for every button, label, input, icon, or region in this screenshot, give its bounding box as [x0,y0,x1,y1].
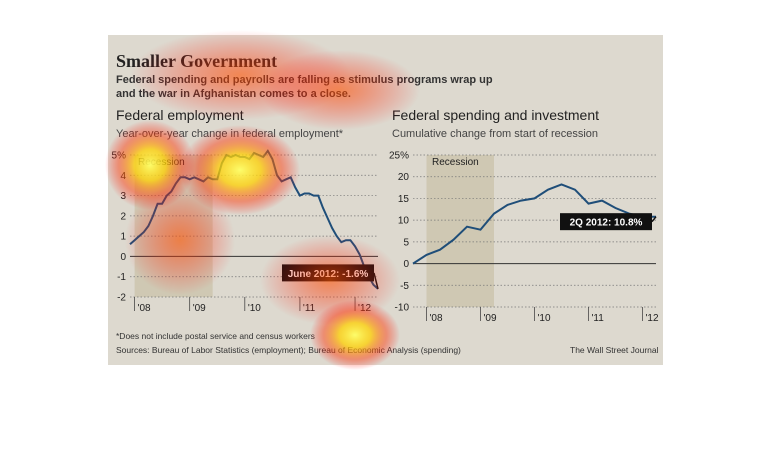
left-ytick-label: 1 [120,232,126,243]
right-ytick-label: -5 [400,281,409,292]
left-ytick-label: 5% [112,151,127,162]
left-xtick-label: '12 [358,303,371,314]
right-chart-subtitle: Cumulative change from start of recessio… [392,128,599,140]
right-ytick-label: -10 [395,303,410,314]
right-ytick-label: 5 [403,237,409,248]
right-ytick-label: 10 [398,216,410,227]
left-recession-label: Recession [138,157,185,168]
sources: Sources: Bureau of Labor Statistics (emp… [116,345,461,355]
chart-panel: Smaller Government Federal spending and … [108,35,663,365]
right-ytick-label: 20 [398,172,410,183]
right-recession-band [426,155,494,307]
left-chart-group: Recession 5% 4 3 2 1 0 -1 -2 '08 '09 '10 '11 '12 June … [112,149,379,314]
credit: The Wall Street Journal [570,345,659,355]
left-ytick-label: 2 [120,211,126,222]
right-xtick-label: '12 [646,313,659,324]
right-xtick-label: '08 [430,313,443,324]
right-xtick-label: '09 [484,313,497,324]
right-ytick-label: 25% [389,151,409,162]
right-chart-group: Recession 25% 20 15 10 5 0 -5 -10 '08 '09 '10 '11 '12… [389,151,659,325]
left-ytick-label: 3 [120,191,126,202]
right-callout-label: 2Q 2012: 10.8% [570,218,643,229]
right-callout-pointer [651,216,657,223]
left-xtick-label: '10 [248,303,261,314]
right-xtick-label: '10 [538,313,551,324]
right-xtick-label: '11 [592,313,605,324]
left-recession-band [134,155,213,297]
right-callout-box [560,213,652,231]
right-ytick-label: 15 [398,194,410,205]
left-chart: Recession5%43210-1-2'08'09'10'11'12June … [112,149,659,325]
left-xtick-label: '11 [303,303,316,314]
left-callout-label: June 2012: -1.6% [288,269,369,280]
right-chart-title: Federal spending and investment [392,107,600,123]
left-ytick-label: -1 [117,272,126,283]
left-xtick-label: '08 [138,303,151,314]
left-ytick-label: -2 [117,293,126,304]
right-series-line [412,183,656,265]
footnote: *Does not include postal service and cen… [116,331,315,341]
right-ytick-label: 0 [403,259,409,270]
right-recession-label: Recession [432,157,479,168]
left-ytick-label: 4 [120,171,126,182]
left-xtick-label: '09 [193,303,206,314]
left-ytick-label: 0 [120,252,126,263]
